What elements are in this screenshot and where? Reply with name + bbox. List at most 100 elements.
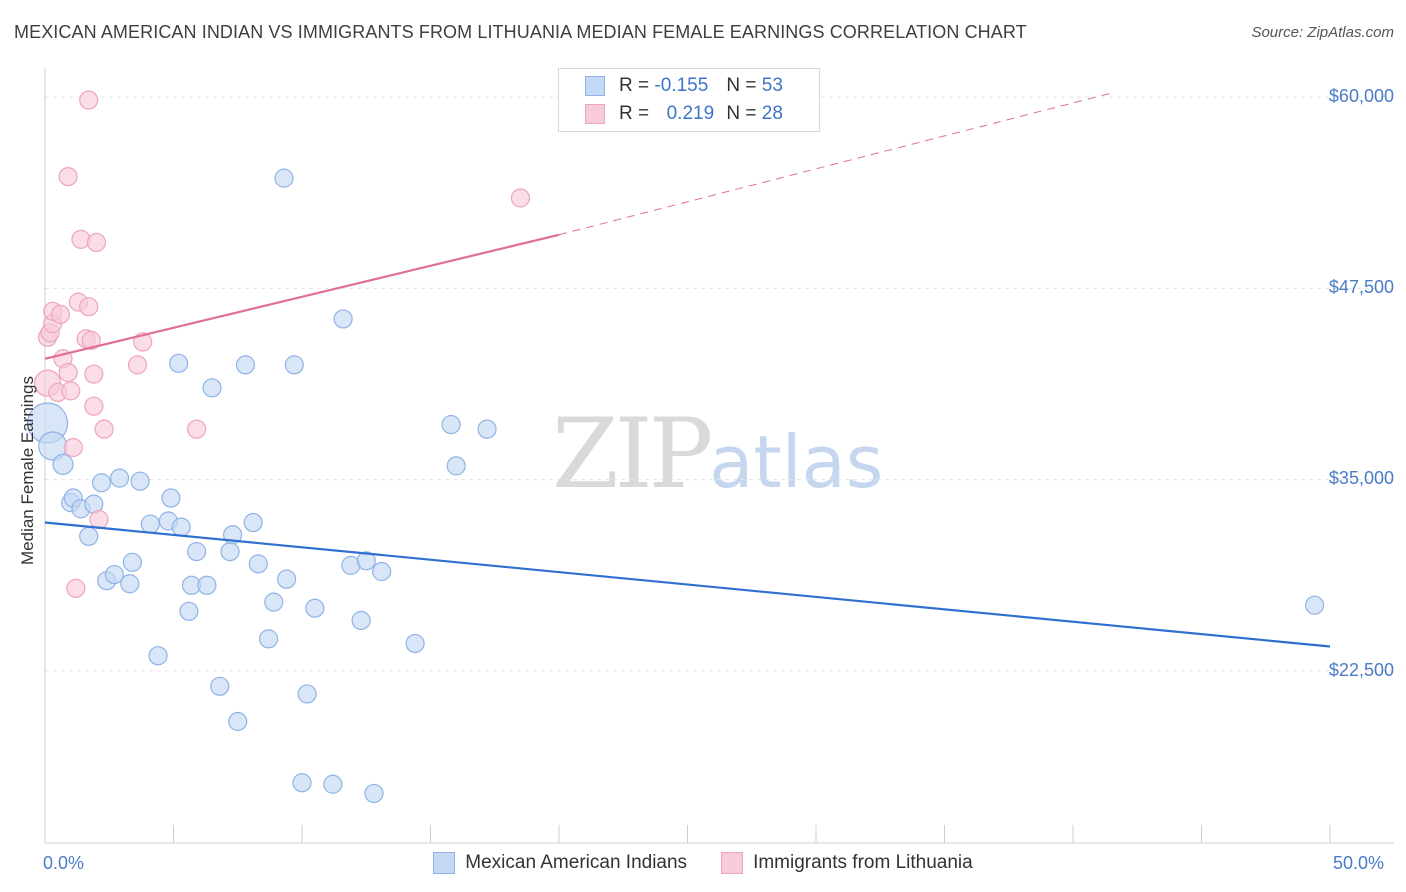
n-label: N = <box>726 103 757 124</box>
point-mexican-american-indians <box>228 711 248 732</box>
r-value: 0.219 <box>666 103 715 124</box>
y-tick-label: $47,500 <box>1328 277 1394 297</box>
point-immigrants-from-lithuania <box>86 232 107 253</box>
y-tick-label: $35,000 <box>1328 468 1394 488</box>
point-mexican-american-indians <box>169 353 189 373</box>
chart-legend: Mexican American Indians Immigrants from… <box>0 852 1406 874</box>
point-mexican-american-indians <box>323 774 343 794</box>
point-mexican-american-indians <box>351 610 371 631</box>
point-mexican-american-indians <box>258 629 279 649</box>
point-mexican-american-indians <box>446 456 466 476</box>
point-mexican-american-indians <box>248 554 268 574</box>
y-tick-label: $60,000 <box>1328 86 1394 106</box>
point-immigrants-from-lithuania <box>66 578 86 598</box>
stats-row-series1: R = -0.155 N = 53 <box>585 75 783 97</box>
point-mexican-american-indians <box>161 488 181 508</box>
x-tick-label: 50.0% <box>1333 853 1385 873</box>
point-mexican-american-indians <box>202 378 222 398</box>
point-immigrants-from-lithuania <box>79 90 99 110</box>
n-label: N = <box>726 75 757 96</box>
point-mexican-american-indians <box>305 598 325 618</box>
chart-title: MEXICAN AMERICAN INDIAN VS IMMIGRANTS FR… <box>14 22 1027 42</box>
point-immigrants-from-lithuania <box>84 396 104 416</box>
point-mexican-american-indians <box>235 355 256 375</box>
stats-row-series2: R = 0.219 N = 28 <box>585 103 783 125</box>
watermark-zip: ZIP <box>552 398 713 510</box>
trend-lines <box>44 91 1331 648</box>
point-immigrants-from-lithuania <box>133 332 153 352</box>
series2-swatch <box>585 104 605 124</box>
point-mexican-american-indians <box>276 569 297 589</box>
legend-swatch-pink <box>721 852 744 874</box>
point-mexican-american-indians <box>109 468 130 488</box>
point-mexican-american-indians <box>130 471 150 491</box>
legend-item-immigrants-from-lithuania[interactable]: Immigrants from Lithuania <box>721 852 973 874</box>
axes <box>44 68 1394 844</box>
data-points <box>26 90 1325 804</box>
point-mexican-american-indians <box>441 414 461 435</box>
point-mexican-american-indians <box>179 601 199 621</box>
point-immigrants-from-lithuania <box>50 304 71 324</box>
point-mexican-american-indians <box>297 684 317 704</box>
legend-swatch-blue <box>433 852 456 874</box>
point-immigrants-from-lithuania <box>84 364 104 384</box>
n-value: 53 <box>761 75 783 96</box>
point-mexican-american-indians <box>284 355 304 375</box>
y-axis-label: Median Female Earnings <box>18 376 37 565</box>
trend-line-pink <box>44 233 560 360</box>
point-mexican-american-indians <box>104 564 124 585</box>
point-mexican-american-indians <box>210 676 230 696</box>
source-label: Source: ZipAtlas.com <box>1251 24 1394 41</box>
point-mexican-american-indians <box>148 646 168 666</box>
point-mexican-american-indians <box>220 542 240 562</box>
point-immigrants-from-lithuania <box>58 166 78 187</box>
point-mexican-american-indians <box>477 419 497 439</box>
watermark-atlas: atlas <box>709 420 884 504</box>
legend-item-mexican-american-indians[interactable]: Mexican American Indians <box>433 852 687 874</box>
point-mexican-american-indians <box>333 309 353 329</box>
trend-line-pink <box>558 91 1115 236</box>
point-immigrants-from-lithuania <box>127 355 148 375</box>
point-mexican-american-indians <box>405 633 425 654</box>
stats-legend: R = -0.155 N = 53 R = 0.219 N = 28 <box>558 68 820 132</box>
grid-lines <box>45 96 1394 672</box>
point-immigrants-from-lithuania <box>510 188 531 208</box>
legend-label: Mexican American Indians <box>465 852 688 873</box>
x-tick-label: 0.0% <box>43 853 85 873</box>
r-label: R = <box>619 103 650 124</box>
r-value: -0.155 <box>654 75 709 96</box>
point-immigrants-from-lithuania <box>58 362 78 383</box>
watermark: ZIPatlas <box>552 398 883 510</box>
point-mexican-american-indians <box>243 512 263 533</box>
point-mexican-american-indians <box>140 514 160 534</box>
point-mexican-american-indians <box>79 526 99 546</box>
trend-line-blue <box>44 521 1331 648</box>
y-tick-label: $22,500 <box>1328 660 1394 680</box>
point-immigrants-from-lithuania <box>94 419 114 439</box>
point-immigrants-from-lithuania <box>71 229 91 249</box>
point-mexican-american-indians <box>372 561 392 582</box>
point-mexican-american-indians <box>1304 595 1325 615</box>
n-value: 28 <box>761 103 783 124</box>
point-mexican-american-indians <box>91 473 112 493</box>
point-immigrants-from-lithuania <box>89 509 109 530</box>
series1-swatch <box>585 76 605 96</box>
r-label: R = <box>619 75 650 96</box>
point-immigrants-from-lithuania <box>63 437 83 458</box>
point-mexican-american-indians <box>52 453 74 475</box>
point-mexican-american-indians <box>364 783 384 804</box>
point-immigrants-from-lithuania <box>81 330 101 350</box>
point-mexican-american-indians <box>292 773 312 793</box>
legend-label: Immigrants from Lithuania <box>753 852 973 873</box>
point-immigrants-from-lithuania <box>61 381 81 401</box>
point-mexican-american-indians <box>120 574 140 594</box>
point-mexican-american-indians <box>274 168 294 188</box>
point-mexican-american-indians <box>356 551 376 571</box>
point-mexican-american-indians <box>187 542 207 562</box>
point-mexican-american-indians <box>171 517 191 537</box>
point-immigrants-from-lithuania <box>187 419 207 439</box>
point-mexican-american-indians <box>264 592 284 612</box>
point-mexican-american-indians <box>197 575 217 595</box>
point-mexican-american-indians <box>122 552 142 572</box>
